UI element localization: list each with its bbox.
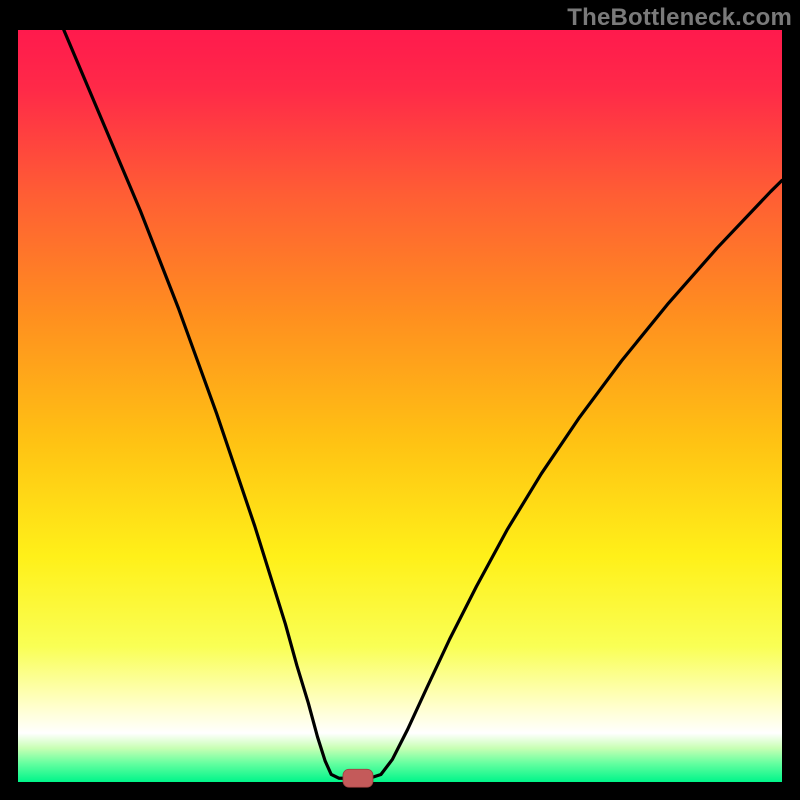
bottleneck-chart <box>0 0 800 800</box>
watermark-label: TheBottleneck.com <box>567 4 792 32</box>
gradient-background <box>18 30 782 782</box>
chart-container: TheBottleneck.com <box>0 0 800 800</box>
optimal-point-marker <box>343 769 373 787</box>
